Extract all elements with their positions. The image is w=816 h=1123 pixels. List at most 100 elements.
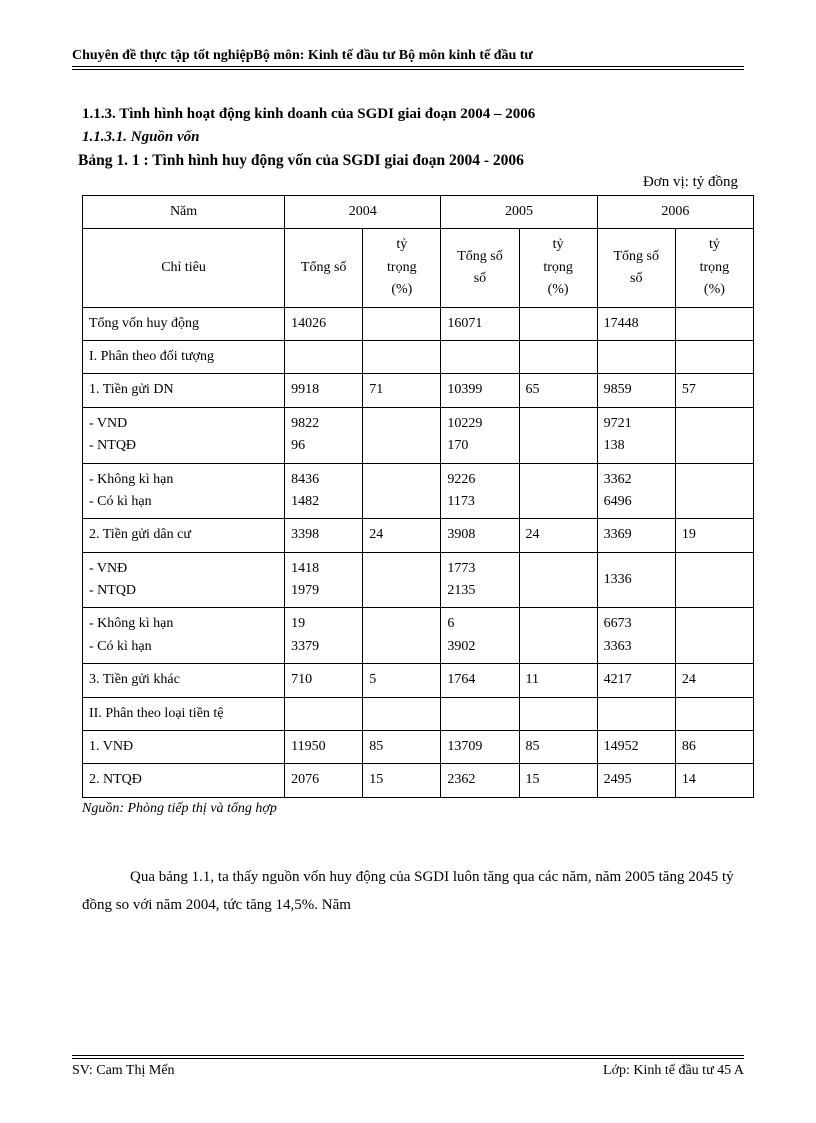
table-row: - Không kì hạn - Có kì hạn19 3379 6 3902 6…: [83, 608, 754, 664]
table-head-row-2: Chỉ tiêu Tổng số tỷ trọng (%) Tổng sốsố …: [83, 229, 754, 307]
footer-rule-bottom: [72, 1058, 744, 1059]
row-label: 2. NTQĐ: [83, 764, 285, 797]
th-criteria: Chỉ tiêu: [83, 229, 285, 307]
cell: [285, 697, 363, 730]
cell: [363, 340, 441, 373]
table-row: - VNĐ - NTQD1418 1979 1773 2135 1336: [83, 552, 754, 608]
row-label: 1. VNĐ: [83, 731, 285, 764]
cell: 1418 1979: [285, 552, 363, 608]
cell: 2495: [597, 764, 675, 797]
cell: [597, 697, 675, 730]
cell: 4217: [597, 664, 675, 697]
cell: 86: [675, 731, 753, 764]
cell: 14952: [597, 731, 675, 764]
cell: [519, 307, 597, 340]
cell: [675, 407, 753, 463]
cell: 57: [675, 374, 753, 407]
row-label: - Không kì hạn - Có kì hạn: [83, 608, 285, 664]
cell: 8436 1482: [285, 463, 363, 519]
cell: [675, 307, 753, 340]
footer-rule-top: [72, 1055, 744, 1056]
cell: 9859: [597, 374, 675, 407]
th-2005: 2005: [441, 196, 597, 229]
cell: 65: [519, 374, 597, 407]
cell: 6 3902: [441, 608, 519, 664]
cell: 1336: [597, 552, 675, 608]
row-label: II. Phân theo loại tiền tệ: [83, 697, 285, 730]
cell: [675, 608, 753, 664]
th-tytrong-2: tỷ trọng (%): [519, 229, 597, 307]
row-label: I. Phân theo đối tượng: [83, 340, 285, 373]
section-title: 1.1.3. Tình hình hoạt động kinh doanh củ…: [72, 106, 744, 123]
unit-line: Đơn vị: tỷ đồng: [72, 174, 744, 191]
th-2006: 2006: [597, 196, 753, 229]
row-label: Tổng vốn huy động: [83, 307, 285, 340]
table-row: Tổng vốn huy động14026 16071 17448: [83, 307, 754, 340]
footer-right: Lớp: Kinh tế đầu tư 45 A: [603, 1063, 744, 1079]
cell: [363, 463, 441, 519]
cell: [363, 407, 441, 463]
row-label: - VNĐ - NTQD: [83, 552, 285, 608]
cell: 10229 170: [441, 407, 519, 463]
cell: 19: [675, 519, 753, 552]
cell: 24: [519, 519, 597, 552]
cell: 9721 138: [597, 407, 675, 463]
cell: [363, 552, 441, 608]
cell: [519, 608, 597, 664]
cell: 710: [285, 664, 363, 697]
row-label: - VND - NTQĐ: [83, 407, 285, 463]
table-row: 2. Tiền gửi dân cư339824390824336919: [83, 519, 754, 552]
table-row: I. Phân theo đối tượng: [83, 340, 754, 373]
cell: 16071: [441, 307, 519, 340]
row-label: 2. Tiền gửi dân cư: [83, 519, 285, 552]
table-row: - VND - NTQĐ9822 96 10229 170 9721 138: [83, 407, 754, 463]
cell: [675, 340, 753, 373]
cell: [597, 340, 675, 373]
cell: 2362: [441, 764, 519, 797]
th-tongso-2: Tổng sốsố: [441, 229, 519, 307]
body-paragraph: Qua bảng 1.1, ta thấy nguồn vốn huy động…: [72, 863, 744, 920]
cell: 17448: [597, 307, 675, 340]
table-row: 2. NTQĐ207615236215249514: [83, 764, 754, 797]
cell: 1764: [441, 664, 519, 697]
cell: 85: [519, 731, 597, 764]
cell: 19 3379: [285, 608, 363, 664]
cell: [363, 307, 441, 340]
cell: [519, 407, 597, 463]
data-table: Năm 2004 2005 2006 Chỉ tiêu Tổng số tỷ t…: [82, 195, 754, 798]
cell: 15: [363, 764, 441, 797]
cell: 5: [363, 664, 441, 697]
cell: 13709: [441, 731, 519, 764]
table-source: Nguồn: Phòng tiếp thị và tổng hợp: [72, 801, 744, 817]
row-label: 3. Tiền gửi khác: [83, 664, 285, 697]
table-row: - Không kì hạn - Có kì hạn8436 14829226 …: [83, 463, 754, 519]
cell: [519, 340, 597, 373]
cell: 71: [363, 374, 441, 407]
cell: 24: [363, 519, 441, 552]
th-tytrong-3: tỷ trọng (%): [675, 229, 753, 307]
cell: 14: [675, 764, 753, 797]
cell: 9822 96: [285, 407, 363, 463]
th-tongso-3: Tổng sốsố: [597, 229, 675, 307]
th-2004: 2004: [285, 196, 441, 229]
th-tytrong-1: tỷ trọng (%): [363, 229, 441, 307]
table-row: 1. Tiền gửi DN9918711039965985957: [83, 374, 754, 407]
cell: [441, 697, 519, 730]
cell: 9226 1173: [441, 463, 519, 519]
cell: 3908: [441, 519, 519, 552]
cell: 6673 3363: [597, 608, 675, 664]
cell: 1773 2135: [441, 552, 519, 608]
cell: 9918: [285, 374, 363, 407]
table-head-row-1: Năm 2004 2005 2006: [83, 196, 754, 229]
cell: 3369: [597, 519, 675, 552]
cell: [675, 697, 753, 730]
table-row: 3. Tiền gửi khác7105176411421724: [83, 664, 754, 697]
cell: [675, 463, 753, 519]
th-year: Năm: [83, 196, 285, 229]
cell: 11950: [285, 731, 363, 764]
cell: 3398: [285, 519, 363, 552]
cell: 3362 6496: [597, 463, 675, 519]
cell: 14026: [285, 307, 363, 340]
header-rule-bottom: [72, 69, 744, 70]
table-row: 1. VNĐ119508513709851495286: [83, 731, 754, 764]
